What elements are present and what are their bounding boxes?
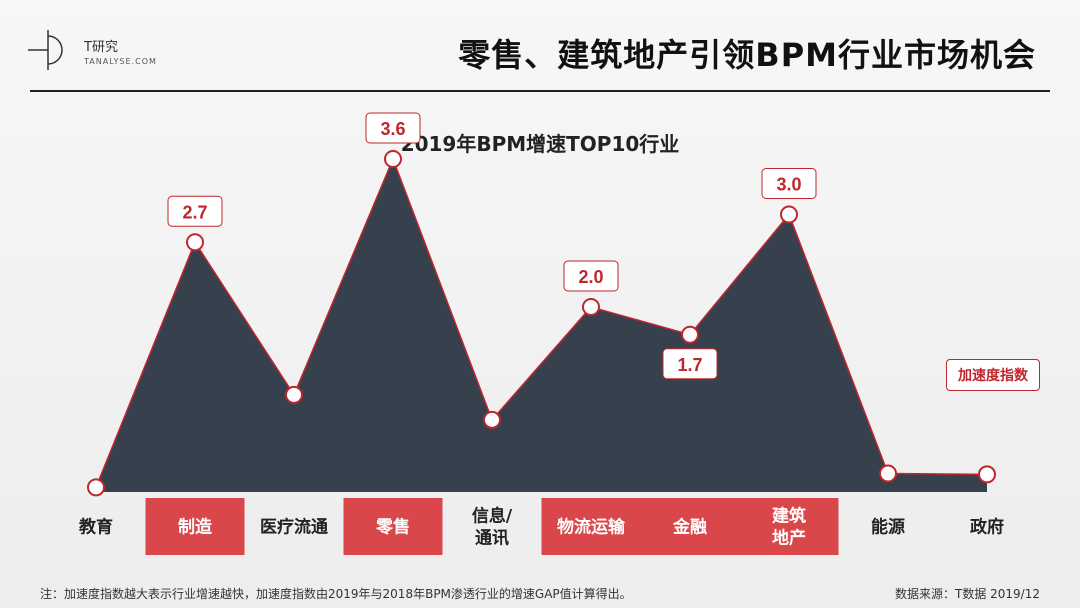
series-area (96, 159, 987, 492)
data-label-box (563, 260, 619, 292)
data-label: 2.7 (182, 202, 207, 222)
data-point (384, 150, 402, 168)
category-label: 建筑地产 (772, 506, 806, 549)
data-point (879, 464, 897, 483)
category-label: 零售 (375, 517, 410, 538)
category-label: 政府 (970, 517, 1004, 538)
data-label-box (761, 168, 817, 199)
logo-subtitle: TANALYSE.COM (84, 57, 157, 66)
category-highlight-band (739, 498, 839, 555)
logo: T研究 TANALYSE.COM (26, 22, 156, 78)
footnote: 注：加速度指数越大表示行业增速越快，加速度指数由2019年与2018年BPM渗透… (40, 587, 632, 601)
data-label: 1.7 (677, 355, 702, 375)
logo-name: T研究 (84, 40, 118, 55)
header-divider (30, 90, 1050, 92)
data-point (681, 325, 699, 344)
data-source: 数据来源：T数据 2019/12 (895, 587, 1040, 601)
category-label: 信息/通讯 (472, 506, 513, 549)
category-highlight-band (541, 498, 641, 555)
legend-badge: 加速度指数 (946, 359, 1040, 391)
data-point (780, 205, 798, 224)
page-title: 零售、建筑地产引领BPM行业市场机会 (458, 36, 1036, 74)
data-point (978, 465, 996, 484)
category-highlight-band (145, 498, 245, 555)
data-label: 3.0 (776, 175, 801, 195)
category-label: 医疗流通 (260, 517, 328, 538)
data-point (483, 410, 501, 429)
data-point (186, 233, 204, 252)
category-highlight-band (640, 498, 740, 555)
series-line (95, 156, 988, 488)
logo-mark-icon (28, 30, 63, 70)
category-label: 能源 (871, 517, 905, 538)
data-label: 2.0 (578, 267, 603, 287)
data-point (582, 298, 600, 316)
category-label: 制造 (178, 517, 213, 538)
category-label: 教育 (78, 517, 113, 538)
data-point (285, 385, 303, 404)
category-highlight-band (343, 498, 443, 555)
category-label: 金融 (672, 517, 707, 538)
data-label-box (167, 195, 223, 227)
data-label-box (662, 348, 718, 380)
category-label: 物流运输 (557, 517, 626, 538)
data-label: 3.6 (380, 119, 405, 139)
chart-title: 2019年BPM增速TOP10行业 (400, 132, 680, 156)
data-label-box (365, 112, 421, 144)
data-point (87, 478, 105, 497)
